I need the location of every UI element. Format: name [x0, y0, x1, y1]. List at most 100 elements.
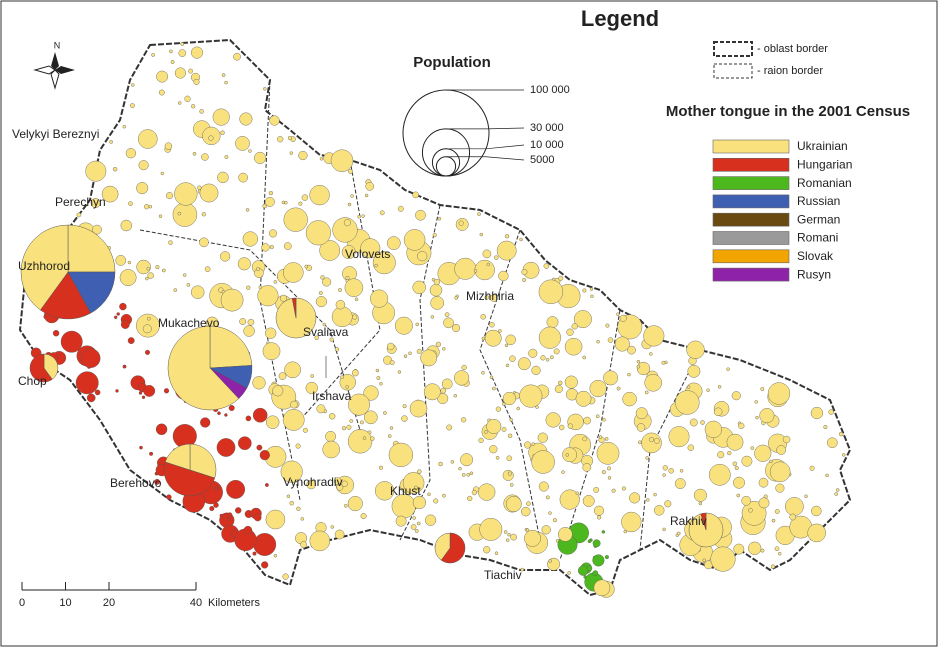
settlement: [601, 530, 606, 534]
settlement: [272, 385, 284, 397]
settlement: [804, 494, 808, 498]
legend-label: Romani: [797, 231, 838, 245]
settlement: [593, 486, 600, 493]
settlement: [432, 233, 437, 238]
place-label: Vynohradiv: [283, 475, 343, 489]
place-label: Perechyn: [55, 195, 106, 209]
settlement: [502, 391, 517, 406]
settlement: [540, 355, 546, 361]
settlement: [169, 49, 173, 54]
settlement: [200, 417, 211, 428]
settlement: [347, 496, 363, 512]
mother-tongue-title: Mother tongue in the 2001 Census: [666, 103, 910, 120]
settlement: [261, 243, 270, 252]
scale-unit: Kilometers: [208, 597, 260, 609]
town-pie: [440, 532, 466, 564]
settlement: [298, 201, 303, 206]
settlement: [454, 296, 458, 300]
settlement: [755, 415, 759, 420]
settlement: [727, 451, 732, 456]
settlement: [338, 288, 342, 292]
settlement: [177, 211, 182, 216]
settlement: [473, 269, 478, 273]
settlement: [264, 196, 275, 207]
settlement: [564, 338, 583, 356]
settlement: [478, 483, 496, 501]
settlement: [604, 555, 609, 560]
settlement: [278, 372, 287, 380]
settlement: [164, 142, 173, 150]
settlement: [758, 477, 769, 488]
settlement: [748, 541, 762, 555]
settlement: [219, 513, 224, 518]
settlement: [412, 495, 427, 510]
settlement: [247, 318, 255, 326]
settlement: [414, 529, 419, 533]
settlement: [387, 434, 392, 438]
settlement: [611, 488, 616, 493]
settlement: [346, 424, 352, 430]
settlement: [146, 316, 151, 321]
town-pie: [43, 353, 59, 380]
settlement: [839, 431, 844, 437]
settlement: [774, 546, 780, 552]
settlement: [674, 478, 686, 489]
settlement: [409, 399, 428, 418]
settlement: [759, 408, 775, 424]
settlement: [495, 455, 500, 460]
settlement: [668, 468, 674, 474]
town-pie: [20, 224, 69, 311]
settlement: [649, 437, 655, 443]
settlement: [213, 487, 218, 491]
settlement: [101, 185, 119, 203]
settlement: [583, 416, 591, 425]
settlement: [442, 493, 446, 498]
settlement: [717, 385, 722, 389]
settlement: [94, 389, 101, 396]
settlement: [287, 135, 293, 141]
settlement: [601, 470, 606, 475]
settlement: [119, 302, 127, 311]
settlement: [519, 384, 543, 408]
settlement: [616, 386, 621, 391]
settlement: [304, 264, 309, 269]
town-pie: [700, 512, 707, 531]
settlement: [770, 564, 776, 569]
scale-bar: 0 10 20 40 Kilometers: [19, 582, 260, 609]
settlement: [199, 183, 219, 203]
settlement: [361, 214, 365, 218]
town-pie: [291, 297, 297, 319]
settlement: [417, 469, 422, 474]
place-label: Berehovo: [110, 476, 162, 490]
settlement: [348, 393, 370, 416]
place-label: Rakhiv: [670, 514, 707, 528]
settlement: [538, 326, 561, 349]
settlement: [283, 242, 292, 250]
settlement: [115, 389, 119, 393]
settlement: [322, 277, 332, 287]
settlement: [334, 347, 340, 352]
settlement: [401, 415, 408, 422]
settlement: [172, 202, 198, 227]
settlement: [454, 370, 470, 386]
legend-title: Legend: [581, 6, 659, 31]
settlement: [484, 295, 490, 300]
settlement: [510, 533, 517, 541]
settlement: [621, 511, 642, 533]
settlement: [383, 411, 387, 415]
settlement: [517, 357, 531, 371]
settlement: [154, 478, 161, 485]
settlement: [131, 83, 135, 87]
legend-swatch: [712, 194, 790, 209]
settlement: [141, 395, 146, 399]
settlement: [259, 450, 270, 461]
settlement: [668, 426, 690, 448]
settlement: [453, 394, 457, 398]
settlement: [444, 312, 450, 317]
settlement: [388, 442, 413, 467]
settlement: [302, 427, 308, 433]
settlement: [482, 249, 492, 259]
settlement: [616, 312, 620, 316]
town-pie: [189, 443, 217, 479]
legend-swatch: [712, 176, 790, 190]
